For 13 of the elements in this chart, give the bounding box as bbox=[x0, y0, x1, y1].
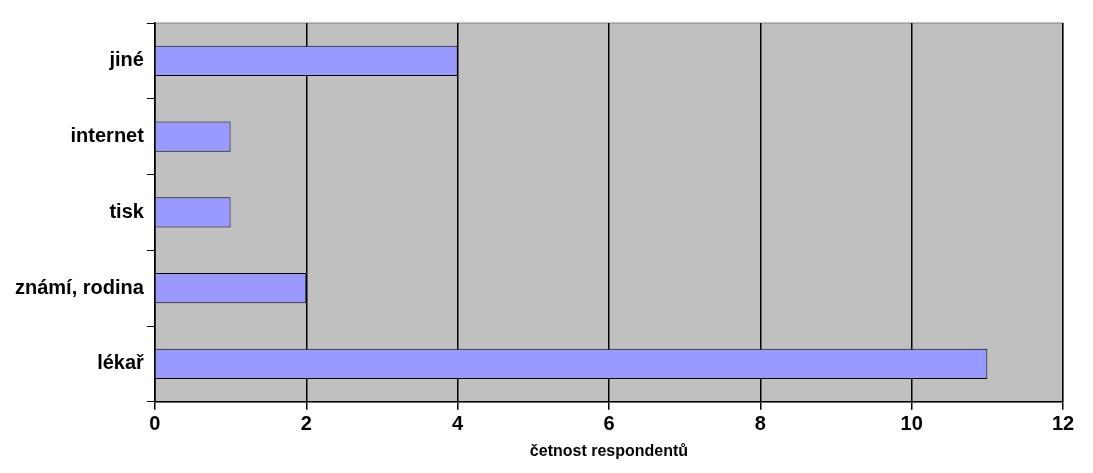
y-tick-label: lékař bbox=[97, 351, 145, 374]
y-tick-label: internet bbox=[70, 124, 145, 147]
x-tick-label: 10 bbox=[900, 412, 923, 435]
y-tick-label: jiné bbox=[108, 48, 144, 71]
y-tick-label: tisk bbox=[109, 199, 145, 222]
x-tick-label: 12 bbox=[1051, 412, 1075, 435]
y-tick-label: známí, rodina bbox=[15, 275, 145, 298]
x-tick-label: 2 bbox=[300, 412, 312, 435]
x-axis-title: četnost respondentů bbox=[529, 441, 689, 459]
x-tick-label: 4 bbox=[452, 412, 465, 435]
x-tick-label: 8 bbox=[754, 412, 766, 435]
x-tick-label: 6 bbox=[603, 412, 615, 435]
x-tick-label: 0 bbox=[149, 412, 161, 435]
